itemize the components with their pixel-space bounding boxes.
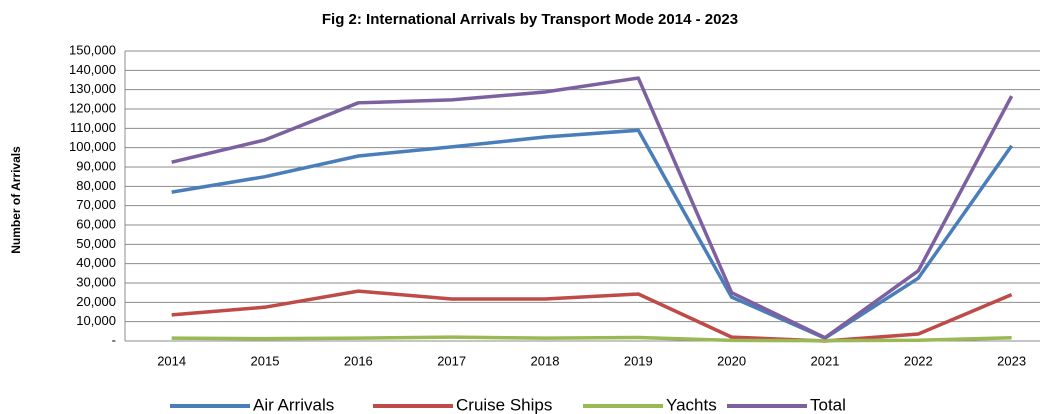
x-tick-label: 2017 [437,353,466,368]
series-line [171,76,1014,340]
series-line [171,289,1013,343]
y-tick-label: 150,000 [69,42,116,57]
y-tick-label: 30,000 [76,274,116,289]
y-tick-label: 90,000 [76,158,116,173]
y-tick-label: 10,000 [76,313,116,328]
series-line [171,335,1012,343]
y-tick-label: 60,000 [76,216,116,231]
x-tick-label: 2021 [811,353,840,368]
y-axis-label: Number of Arrivals [9,146,23,254]
y-tick-label: 50,000 [76,236,116,251]
y-tick-label: - [112,332,116,347]
legend-label: Air Arrivals [253,395,334,414]
y-tick-label: 40,000 [76,255,116,270]
legend-label: Yachts [666,395,717,414]
y-tick-label: 130,000 [69,81,116,96]
chart-title: Fig 2: International Arrivals by Transpo… [322,11,738,28]
x-tick-label: 2015 [251,353,280,368]
x-tick-label: 2014 [157,353,186,368]
series-line [171,128,1014,340]
y-tick-label: 80,000 [76,178,116,193]
x-tick-label: 2018 [531,353,560,368]
y-tick-label: 110,000 [70,120,116,135]
x-tick-label: 2023 [997,353,1026,368]
y-tick-label: 140,000 [69,62,116,77]
y-tick-label: 70,000 [76,197,116,212]
legend-label: Cruise Ships [456,395,552,414]
y-tick-label: 20,000 [76,294,116,309]
legend-label: Total [810,395,846,414]
x-tick-label: 2019 [624,353,653,368]
x-tick-label: 2016 [344,353,373,368]
x-tick-label: 2022 [904,353,933,368]
x-tick-label: 2020 [717,353,746,368]
y-tick-label: 120,000 [69,100,116,115]
y-tick-label: 100,000 [69,139,116,154]
